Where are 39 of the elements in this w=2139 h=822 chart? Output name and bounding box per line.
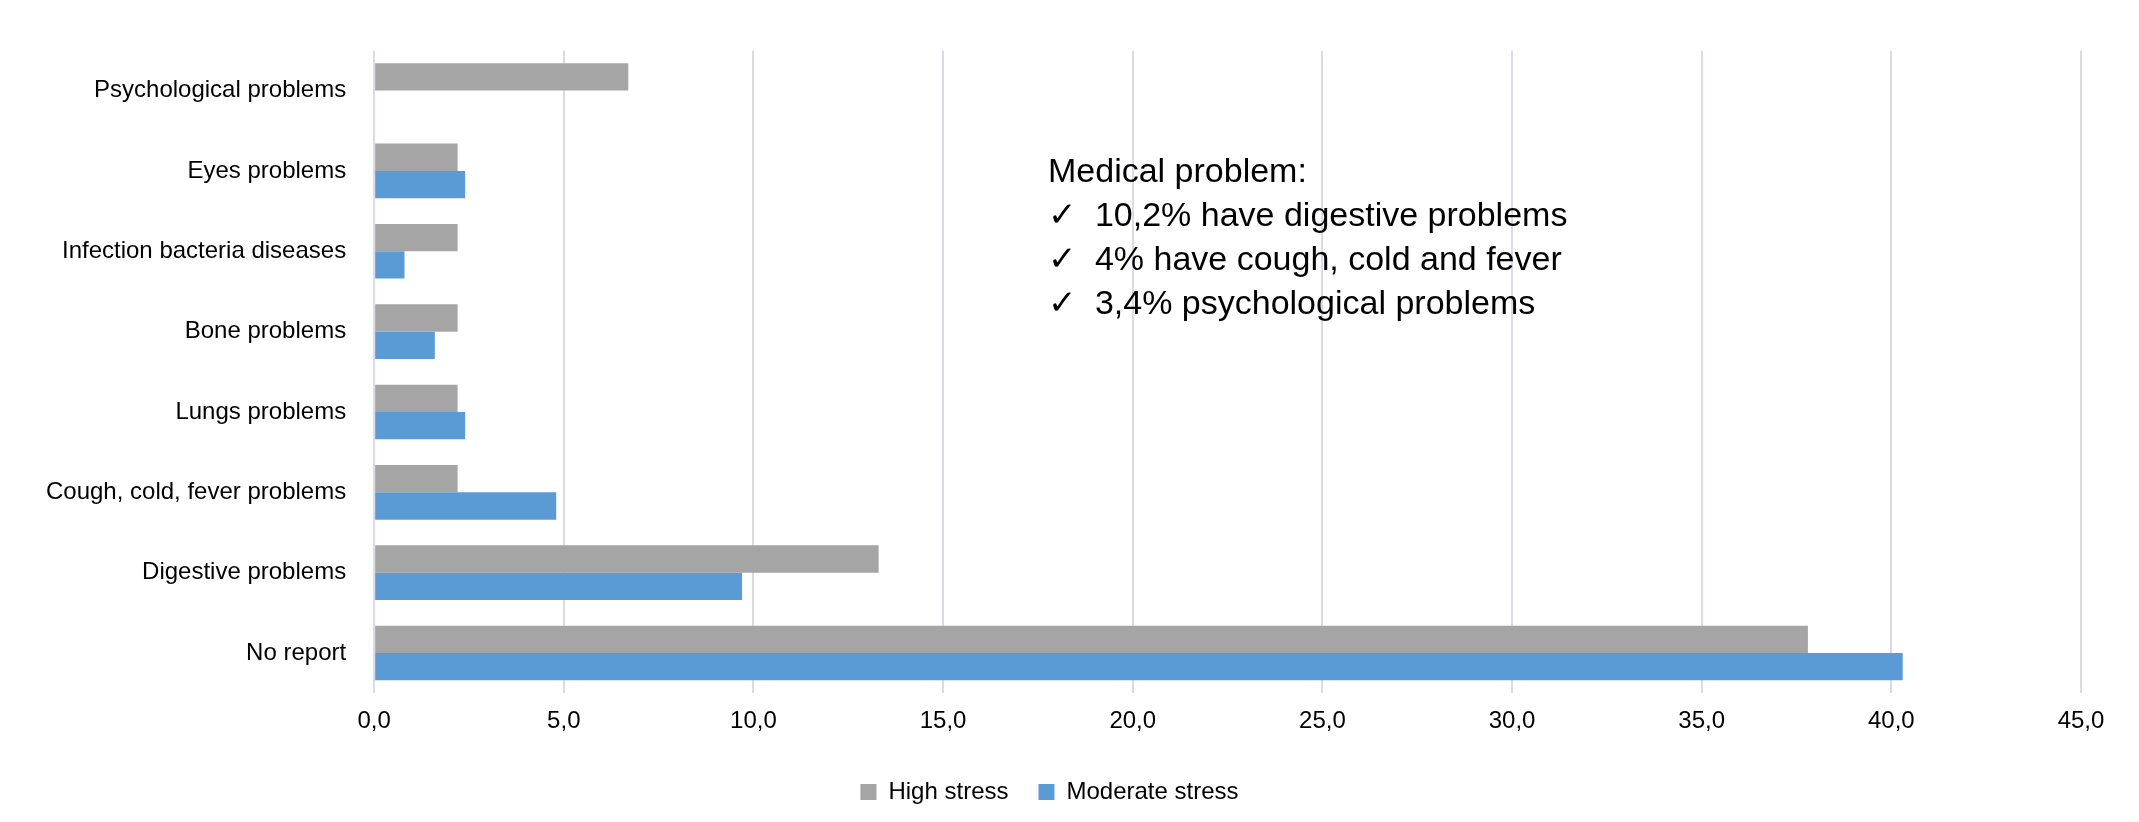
x-tick-label: 30,0 — [1488, 706, 1536, 734]
bar — [375, 465, 458, 493]
bar — [375, 572, 743, 600]
y-tick-label: Digestive problems — [142, 557, 347, 585]
x-tick-label: 40,0 — [1867, 706, 1915, 734]
y-tick-label: Lungs problems — [175, 396, 347, 424]
bar — [375, 223, 458, 252]
bar — [375, 625, 1808, 654]
y-tick-label: Bone problems — [184, 316, 347, 344]
bar — [375, 411, 466, 440]
x-tick-label: 45,0 — [2057, 706, 2105, 734]
x-tick-label: 0,0 — [357, 706, 391, 734]
x-tick-label: 35,0 — [1678, 706, 1726, 734]
bar — [375, 251, 405, 279]
legend-label: Moderate stress — [1066, 776, 1239, 804]
y-tick-label: Eyes problems — [187, 155, 347, 183]
bar — [375, 331, 435, 359]
x-tick-label: 10,0 — [730, 706, 777, 734]
bar — [375, 492, 557, 520]
annotation: ✓ 3,4% psychological problems — [1048, 282, 1537, 323]
x-tick-label: 25,0 — [1299, 706, 1346, 734]
annotation: ✓ 4% have cough, cold and fever — [1048, 238, 1563, 279]
x-tick-label: 20,0 — [1109, 706, 1157, 734]
y-tick-label: Infection bacteria diseases — [61, 235, 347, 263]
bar — [375, 63, 629, 91]
bar — [375, 170, 466, 199]
legend-label: High stress — [888, 776, 1009, 804]
bar — [375, 143, 458, 171]
annotation: Medical problem: — [1048, 150, 1308, 191]
x-tick-label: 15,0 — [919, 706, 967, 734]
bar — [375, 304, 458, 332]
y-tick-label: Cough, cold, fever problems — [46, 476, 347, 504]
bar — [375, 653, 1903, 681]
y-tick-label: No report — [246, 637, 347, 665]
annotation: ✓ 10,2% have digestive problems — [1048, 194, 1568, 235]
bar — [375, 545, 879, 573]
bar — [375, 384, 458, 412]
x-tick-label: 5,0 — [547, 706, 581, 734]
y-tick-label: Psychological problems — [94, 75, 347, 103]
